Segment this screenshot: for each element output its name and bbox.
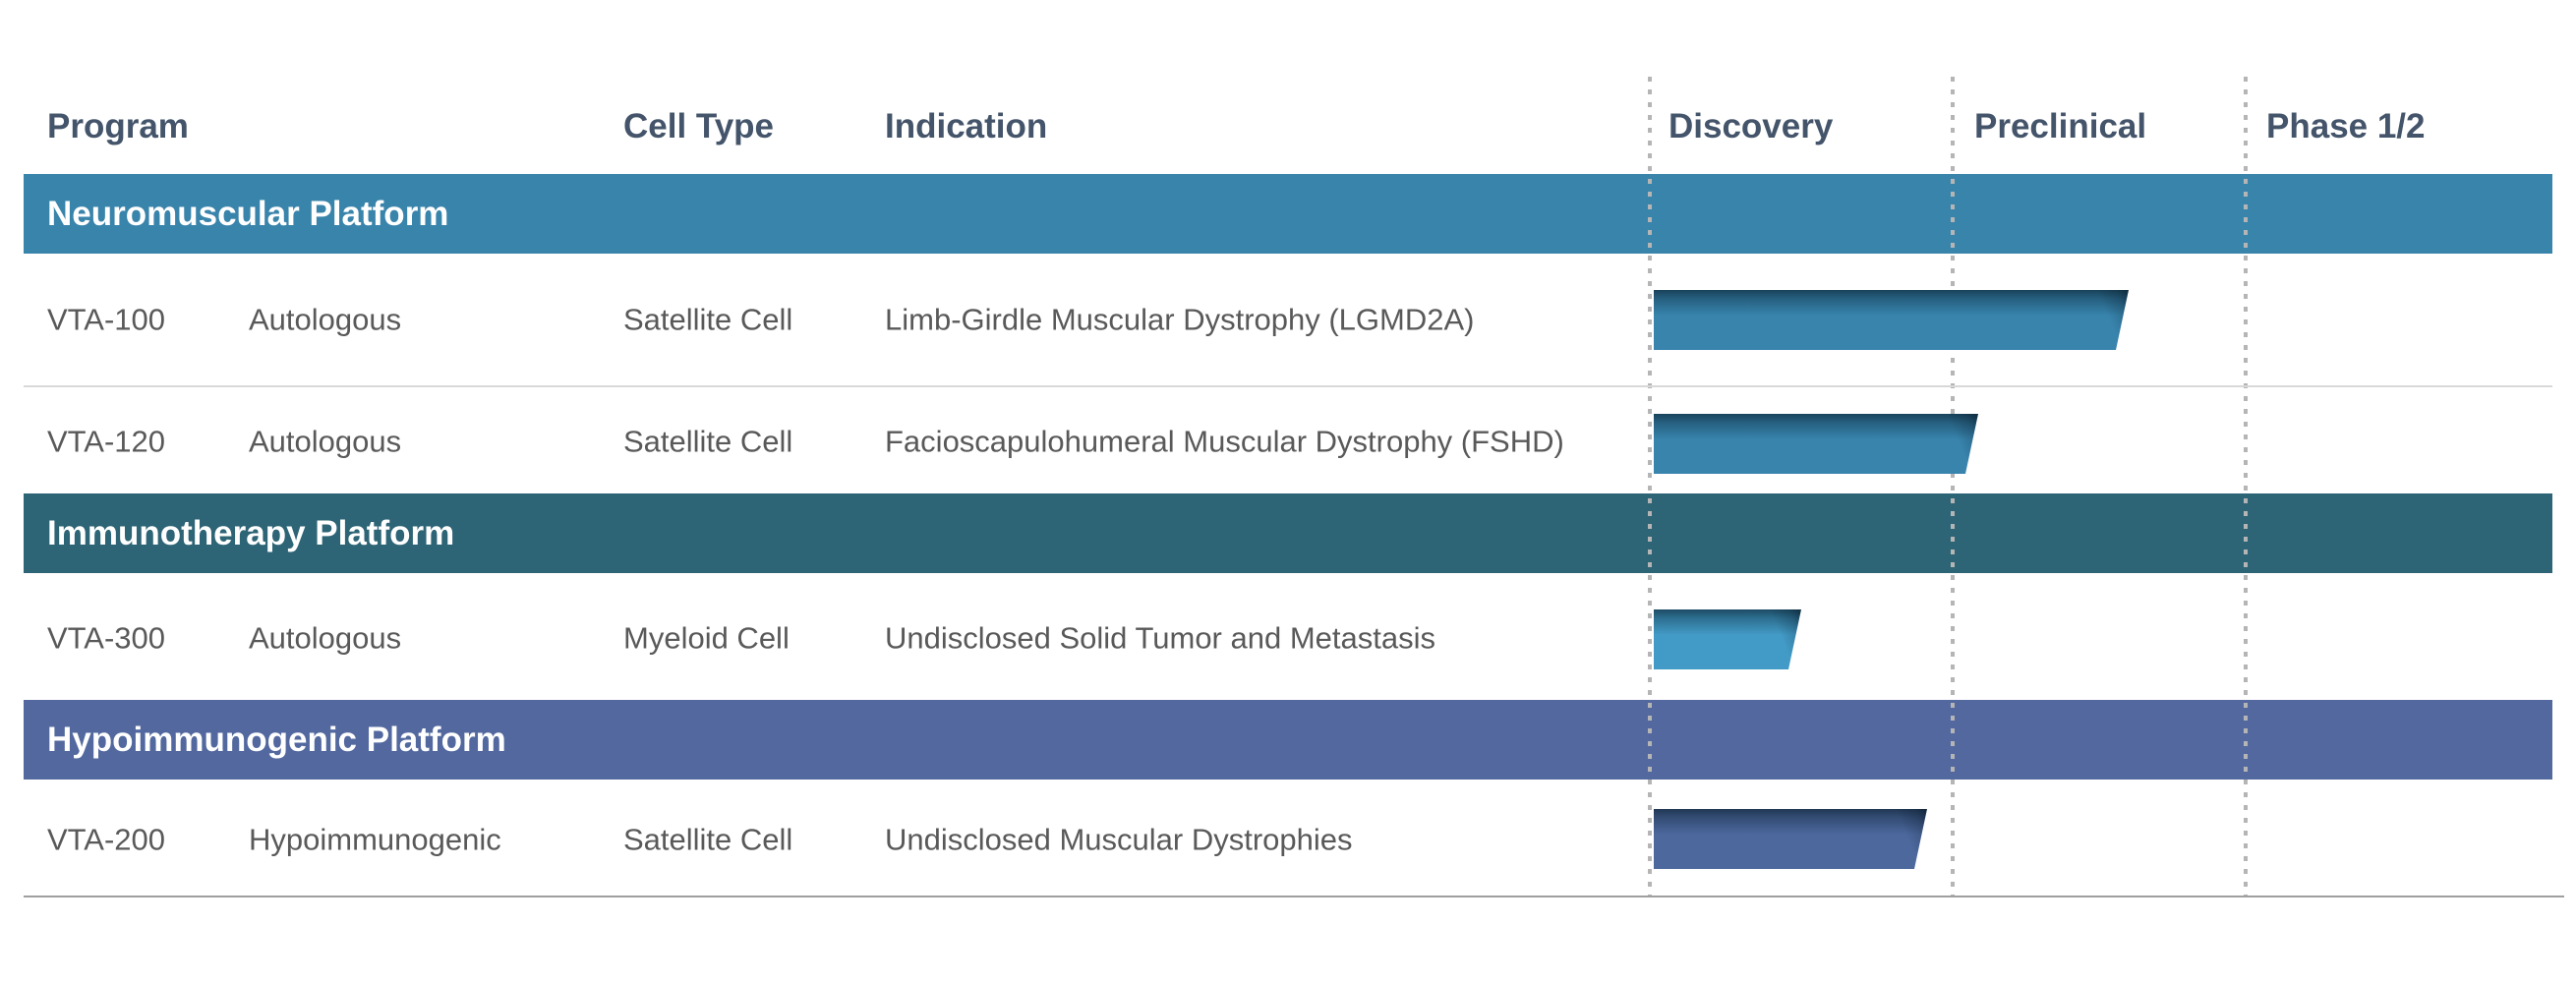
table-row: VTA-200 Hypoimmunogenic Satellite Cell U… (0, 781, 2576, 897)
indication: Undisclosed Muscular Dystrophies (885, 822, 1353, 856)
column-header-program: Program (47, 107, 189, 145)
section-title: Immunotherapy Platform (47, 513, 455, 552)
phase-gridline-phase-1-2 (2244, 77, 2248, 897)
table-bottom-border (24, 896, 2564, 897)
section-header-hypoimmunogenic: Hypoimmunogenic Platform (24, 700, 2552, 780)
row-divider (24, 385, 2552, 387)
cell-type: Satellite Cell (623, 822, 793, 856)
progress-bar-vta-100 (1654, 290, 2129, 350)
progress-bar-vta-120 (1654, 414, 1978, 474)
cell-type: Satellite Cell (623, 424, 793, 458)
table-row: VTA-100 Autologous Satellite Cell Limb-G… (0, 253, 2576, 386)
section-title: Hypoimmunogenic Platform (47, 720, 506, 759)
phase-header-phase-1-2: Phase 1/2 (2266, 107, 2426, 145)
cell-source: Hypoimmunogenic (249, 822, 501, 856)
table-row: VTA-120 Autologous Satellite Cell Facios… (0, 388, 2576, 493)
section-header-neuromuscular: Neuromuscular Platform (24, 174, 2552, 254)
indication: Limb-Girdle Muscular Dystrophy (LGMD2A) (885, 302, 1475, 337)
cell-source: Autologous (249, 302, 402, 337)
cell-source: Autologous (249, 424, 402, 458)
column-header-cell-type: Cell Type (623, 107, 775, 145)
phase-gridline-preclinical (1951, 77, 1955, 897)
phase-header-discovery: Discovery (1669, 107, 1834, 145)
column-header-indication: Indication (885, 107, 1048, 145)
section-title: Neuromuscular Platform (47, 194, 449, 233)
program-code: VTA-300 (47, 620, 166, 656)
program-code: VTA-120 (47, 424, 166, 458)
cell-type: Satellite Cell (623, 302, 793, 337)
indication: Undisclosed Solid Tumor and Metastasis (885, 620, 1435, 656)
indication: Facioscapulohumeral Muscular Dystrophy (… (885, 424, 1564, 458)
phase-gridline-discovery (1648, 77, 1652, 897)
section-header-immunotherapy: Immunotherapy Platform (24, 493, 2552, 573)
program-code: VTA-200 (47, 822, 166, 856)
program-code: VTA-100 (47, 302, 166, 337)
progress-bar-vta-300 (1654, 609, 1801, 669)
cell-type: Myeloid Cell (623, 620, 790, 656)
table-row: VTA-300 Autologous Myeloid Cell Undisclo… (0, 576, 2576, 700)
cell-source: Autologous (249, 620, 402, 656)
progress-bar-vta-200 (1654, 809, 1927, 869)
phase-header-preclinical: Preclinical (1974, 107, 2147, 145)
